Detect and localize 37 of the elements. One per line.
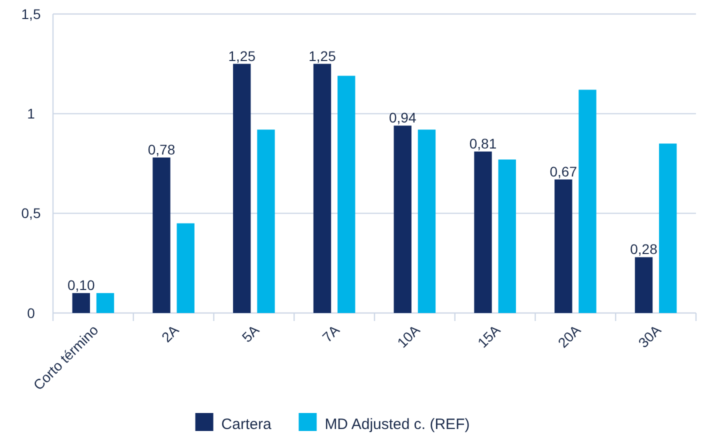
x-tick-label: 20A xyxy=(554,321,584,351)
y-tick-label: 0,5 xyxy=(21,205,41,222)
bar xyxy=(554,179,572,313)
bar xyxy=(233,64,251,313)
bar xyxy=(257,130,275,313)
x-tick-label: 2A xyxy=(158,321,182,346)
bar xyxy=(394,126,412,313)
bar xyxy=(418,130,436,313)
bar xyxy=(338,76,356,313)
data-label: 0,28 xyxy=(630,241,658,258)
data-label: 0,10 xyxy=(68,277,95,294)
data-label: 0,81 xyxy=(469,136,497,152)
x-tick-label: 7A xyxy=(319,321,343,346)
bar xyxy=(152,158,170,313)
x-tick-label: 30A xyxy=(635,321,664,351)
x-tick-label: 10A xyxy=(394,321,424,351)
data-label: 0,67 xyxy=(550,163,578,180)
data-label: 0,94 xyxy=(389,110,416,126)
bar xyxy=(498,160,516,313)
bar xyxy=(634,257,653,313)
bar xyxy=(659,144,677,313)
x-tick-label: 5A xyxy=(238,321,263,346)
y-tick-label: 0 xyxy=(27,304,36,321)
bar xyxy=(313,64,332,313)
y-tick-label: 1 xyxy=(27,106,36,122)
bar xyxy=(96,293,114,313)
bar xyxy=(578,90,596,313)
data-label: 1,25 xyxy=(228,48,256,64)
bar xyxy=(72,293,90,313)
data-label: 0,78 xyxy=(148,142,176,158)
legend-label: Cartera xyxy=(221,416,272,433)
y-tick-label: 1,5 xyxy=(21,6,41,22)
bar xyxy=(176,223,194,313)
data-label: 1,25 xyxy=(308,48,336,64)
x-tick-label: 15A xyxy=(474,321,504,351)
legend-label: MD Adjusted c. (REF) xyxy=(324,416,470,433)
bar xyxy=(474,152,492,313)
